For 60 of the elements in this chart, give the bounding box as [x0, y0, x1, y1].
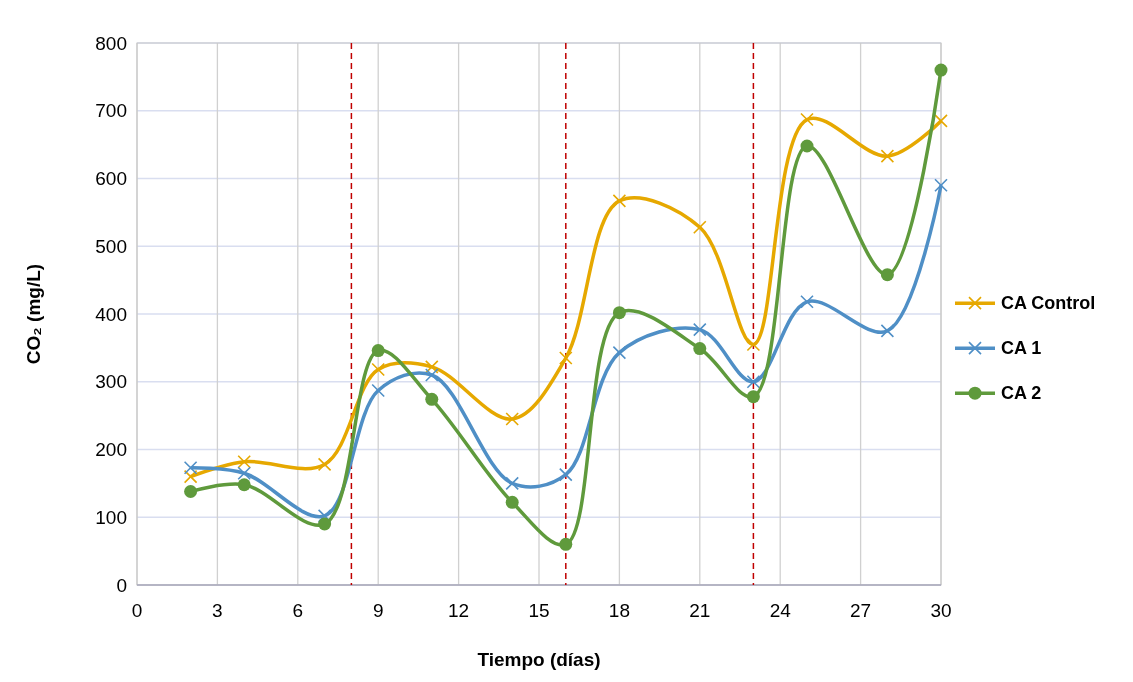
x-tick-label: 3	[212, 600, 223, 621]
y-tick-label: 200	[95, 439, 127, 461]
point	[800, 139, 814, 153]
y-tick-label: 0	[116, 574, 127, 596]
y-tick-label: 800	[95, 32, 127, 54]
point	[746, 390, 760, 404]
legend-label: CA Control	[1001, 293, 1096, 314]
y-tick-label: 300	[95, 371, 127, 393]
point	[800, 295, 814, 309]
point	[318, 517, 332, 531]
point	[934, 114, 948, 128]
legend-label: CA 2	[1001, 383, 1042, 404]
x-tick-label: 27	[850, 600, 872, 621]
x-tick-label: 15	[528, 600, 550, 621]
point	[237, 466, 251, 481]
point	[317, 457, 332, 472]
y-tick-label: 500	[95, 235, 127, 257]
point	[425, 392, 439, 406]
point	[237, 454, 251, 469]
y-tick-label: 400	[95, 303, 127, 325]
point	[505, 412, 519, 426]
point	[183, 469, 198, 484]
point	[934, 178, 948, 193]
point	[371, 383, 385, 398]
point	[612, 306, 626, 320]
point	[693, 322, 707, 337]
point	[425, 360, 439, 374]
x-tick-label: 30	[930, 600, 952, 621]
x-tick-label: 21	[689, 600, 711, 621]
point	[746, 374, 761, 389]
y-axis-title: CO₂ (mg/L)	[23, 263, 44, 365]
x-tick-label: 18	[608, 600, 630, 621]
y-tick-label: 600	[95, 168, 127, 190]
x-tick-label: 12	[448, 600, 470, 621]
point	[880, 324, 895, 338]
point	[559, 351, 573, 365]
y-tick-label: 700	[95, 100, 127, 122]
point	[371, 344, 385, 358]
point	[612, 194, 627, 208]
x-tick-label: 0	[131, 600, 143, 621]
x-tick-label: 6	[292, 600, 304, 621]
point	[183, 460, 198, 475]
point	[800, 112, 814, 127]
x-axis-title: Tiempo (días)	[477, 649, 601, 670]
point	[505, 476, 519, 491]
point	[934, 63, 948, 77]
point	[237, 478, 251, 492]
x-tick-label: 24	[769, 600, 792, 621]
point	[371, 362, 385, 377]
point	[425, 368, 439, 382]
point	[559, 537, 573, 551]
point	[880, 149, 895, 163]
point	[184, 485, 198, 499]
point	[880, 268, 894, 282]
legend-label: CA 1	[1001, 338, 1042, 359]
y-tick-label: 100	[95, 506, 127, 528]
point	[559, 467, 573, 482]
x-tick-label: 9	[372, 600, 384, 621]
point	[505, 495, 519, 509]
point	[693, 342, 707, 356]
